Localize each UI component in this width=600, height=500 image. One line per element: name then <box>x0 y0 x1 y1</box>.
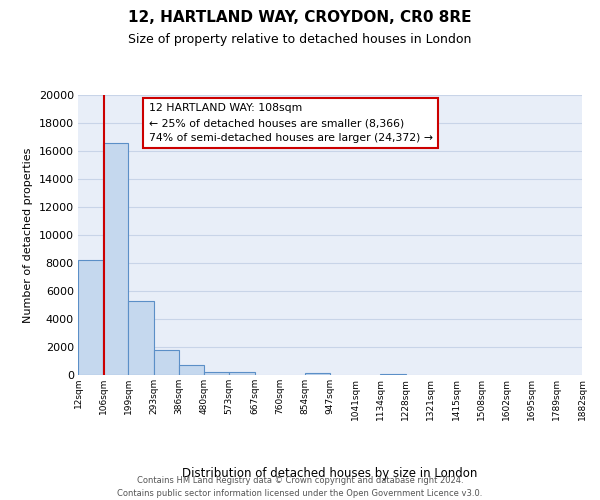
Bar <box>103 142 128 375</box>
Bar <box>78 260 103 375</box>
Y-axis label: Number of detached properties: Number of detached properties <box>23 148 33 322</box>
Bar <box>204 372 229 375</box>
Bar <box>305 373 330 375</box>
Text: Contains HM Land Registry data © Crown copyright and database right 2024.
Contai: Contains HM Land Registry data © Crown c… <box>118 476 482 498</box>
Bar <box>154 350 179 375</box>
Text: Size of property relative to detached houses in London: Size of property relative to detached ho… <box>128 32 472 46</box>
Text: 12 HARTLAND WAY: 108sqm
← 25% of detached houses are smaller (8,366)
74% of semi: 12 HARTLAND WAY: 108sqm ← 25% of detache… <box>149 104 433 143</box>
Bar <box>229 372 254 375</box>
Text: 12, HARTLAND WAY, CROYDON, CR0 8RE: 12, HARTLAND WAY, CROYDON, CR0 8RE <box>128 10 472 25</box>
Bar <box>380 374 406 375</box>
Bar <box>179 365 204 375</box>
Text: Distribution of detached houses by size in London: Distribution of detached houses by size … <box>182 467 478 480</box>
Bar <box>128 301 154 375</box>
